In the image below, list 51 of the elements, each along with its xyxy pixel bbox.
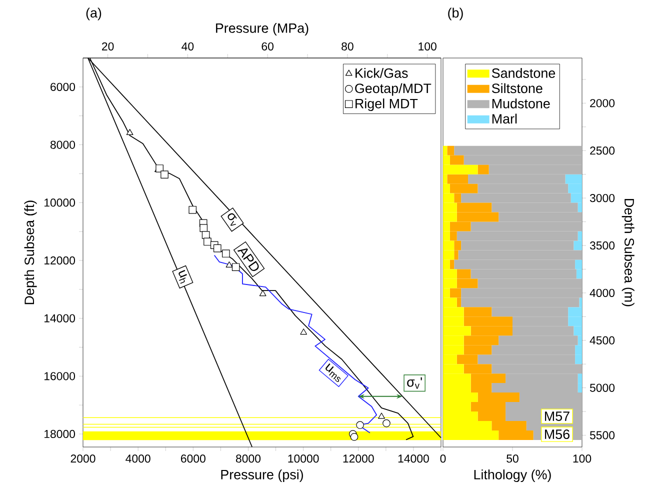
y-tick-label: 14000 xyxy=(44,314,76,322)
chart-title: (a) xyxy=(86,8,102,20)
x2-tick-label: 60 xyxy=(262,42,274,50)
x-tick-label: 14000 xyxy=(398,454,429,463)
y-tick-label: 8000 xyxy=(50,140,76,149)
x-tick-label: 10000 xyxy=(288,454,319,463)
annotation: M56 xyxy=(545,430,570,440)
y-tick-label: 6000 xyxy=(50,82,76,91)
x2-tick-label: 100 xyxy=(418,42,436,50)
x-tick-label: 100 xyxy=(573,454,592,463)
x-tick-label: 0 xyxy=(440,454,446,463)
annotation: M57 xyxy=(545,412,570,421)
legend-label: Sandstone xyxy=(492,68,556,78)
annotation: u$_{ms}$ xyxy=(326,363,340,382)
annotation: APD xyxy=(237,248,259,272)
x2-tick-label: 20 xyxy=(102,42,114,50)
y-tick-label: 16000 xyxy=(44,372,76,380)
legend-label: Siltstone xyxy=(492,83,542,94)
x-axis-title: Pressure (psi) xyxy=(221,469,303,482)
x-tick-label: 2000 xyxy=(70,454,96,463)
x-tick-label: 50 xyxy=(506,454,518,463)
y-tick-label: 2000 xyxy=(590,99,615,108)
y-tick-label: 3000 xyxy=(590,194,615,202)
legend-label: Geotap/MDT xyxy=(355,83,432,96)
chart-title: (b) xyxy=(448,8,463,20)
y-tick-label: 2500 xyxy=(590,146,615,155)
y-tick-label: 18000 xyxy=(44,430,76,438)
y-tick-label: 10000 xyxy=(44,198,76,207)
annotation: u$_{h}$ xyxy=(178,270,187,284)
y-axis-title: Depth Subsea (m) xyxy=(622,199,634,306)
legend-label: Kick/Gas xyxy=(356,68,408,78)
y-axis-title: Depth Subsea (ft) xyxy=(24,200,37,304)
y-tick-label: 5500 xyxy=(590,431,615,440)
legend-label: Rigel MDT xyxy=(356,98,418,112)
legend-label: Mudstone xyxy=(492,98,550,108)
legend-label: Marl xyxy=(492,114,517,124)
y-tick-label: 4500 xyxy=(590,336,615,344)
x2-tick-label: 40 xyxy=(182,42,194,50)
y-tick-label: 4000 xyxy=(590,288,615,297)
x-tick-label: 12000 xyxy=(343,454,374,463)
x2-tick-label: 80 xyxy=(342,42,354,50)
annotation: σ$_{v}$' xyxy=(407,377,422,389)
x-tick-label: 8000 xyxy=(236,454,261,463)
x-axis-title: Lithology (%) xyxy=(474,469,551,482)
x-tick-label: 6000 xyxy=(180,454,206,463)
annotation: σ$_{v}$ xyxy=(228,213,237,226)
y-tick-label: 5000 xyxy=(590,384,615,392)
y-tick-label: 12000 xyxy=(44,256,76,265)
x2-axis-title: Pressure (MPa) xyxy=(216,22,308,36)
x-tick-label: 4000 xyxy=(126,454,150,463)
y-tick-label: 3500 xyxy=(590,241,615,250)
